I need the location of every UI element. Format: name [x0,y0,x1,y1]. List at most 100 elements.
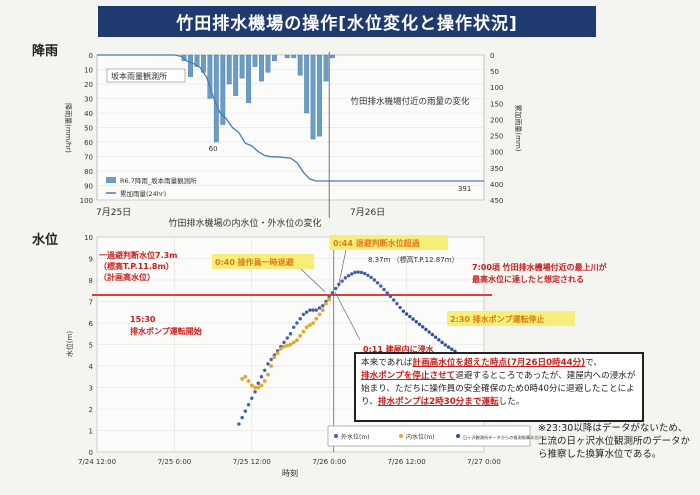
series-1-point-12 [278,346,283,351]
series-0-point-45 [382,287,386,292]
legend-swatch-0 [334,434,338,438]
rain-tick-right-7: 350 [490,165,503,173]
series-1-point-27 [327,297,332,302]
rain-tick-left-6: 60 [84,139,93,147]
series-2-point-8 [427,330,431,334]
series-1-point-22 [311,321,315,325]
level-ytick-9: 9 [89,256,93,264]
series-2-point-10 [433,335,438,339]
series-2-point-12 [440,340,444,345]
series-1-point-10 [272,355,277,360]
rain-bar-11 [252,54,258,67]
level-chart-title: 竹田排水機場の内水位・外水位の変化 [168,217,321,229]
series-1-point-15 [288,342,293,347]
legend-swatch-2 [456,434,460,438]
series-2-point-6 [421,325,425,329]
max-upstream-label-line-1: 最高水位に達したと想定される [472,274,584,284]
rain-bar-13 [265,54,271,73]
series-2-point-9 [430,332,435,337]
series-1-point-6 [259,383,264,388]
series-2-point-1 [404,312,409,316]
series-0-point-17 [292,325,296,329]
rain-tick-right-3: 150 [490,100,503,108]
series-0-point-15 [285,336,289,340]
series-1-point-21 [307,323,312,328]
series-0-point-0 [237,422,241,426]
pointer-retreat [299,267,326,293]
highlight-pump-stop [447,311,575,326]
max-upstream-label-line-0: 7:00頃 竹田排水機場付近の最上川が [472,262,608,272]
level-ytick-1: 1 [89,428,93,436]
series-1-point-25 [320,308,325,312]
series-0-point-23 [311,308,315,312]
rain-tick-right-5: 250 [490,133,503,141]
level-xtick-0: 7/24 12:00 [78,458,116,466]
page-title: 竹田排水機場の操作[水位変化と操作状況] [98,6,596,37]
rain-tick-right-9: 450 [490,197,503,205]
series-1-point-26 [324,301,328,306]
legend-label-0: 外水位(m) [341,433,370,441]
legend-label-2: 日ヶ沢観測所データからの推測換算水位(m) [463,434,546,441]
series-1-point-8 [266,372,270,377]
series-1-point-13 [282,344,286,349]
series-1-point-1 [243,374,248,379]
pump-start-label-line-1: 排水ポンプ運転開始 [130,326,202,336]
rain-tick-left-9: 90 [84,183,93,191]
rain-tick-left-1: 10 [84,67,93,75]
series-1-point-5 [256,385,261,390]
series-0-point-6 [256,381,260,385]
series-2-point-13 [443,343,447,347]
highlight-evac [330,235,448,250]
expl-p2: 計画高水位を超えた時点(7月26日0時44分) [412,358,586,368]
level-legend-box [327,425,531,447]
legend-label-1: 内水位(m) [406,433,435,441]
series-0-point-38 [359,270,364,275]
peak-label: 8.37m （標高T.P.12.87m） [368,255,459,264]
rain-bar-10 [246,54,252,104]
plan-level-label-line-1: （標高T.P.11.8m） [99,261,174,271]
series-0-point-16 [288,332,293,336]
series-0-point-35 [350,272,354,276]
rain-bar-22 [323,54,329,82]
rain-data-label-1: 391 [458,185,471,193]
series-0-point-18 [295,321,299,325]
rain-bar-8 [233,54,239,96]
evac-exceed-label: 0:44 退避判断水位超過 [333,238,421,248]
rain-bar-16 [284,54,290,59]
pump-stop-label: 2:30 排水ポンプ運転停止 [450,314,544,324]
series-1-point-3 [249,383,254,388]
rain-data-label-0: 60 [209,145,218,153]
series-0-point-14 [282,340,286,345]
series-1-point-23 [314,316,319,321]
rain-ylabel: 降雨量(mm/hr) [64,103,73,153]
level-ytick-7: 7 [89,299,93,307]
series-0-point-33 [343,276,348,280]
series-1-point-2 [246,379,251,383]
rain-bar-6 [220,54,226,125]
series-0-point-41 [369,275,373,280]
expl-p1: 本来であれば [361,358,413,368]
expl-p5: 退避するところであったが、建屋内への浸水が始まり、ただちに操作員の安全確保のため… [361,371,636,407]
expl-p3: で、 [585,358,602,368]
level-ytick-4: 4 [89,363,94,371]
series-0-point-22 [308,308,312,312]
series-0-point-50 [398,305,402,310]
series-0-point-44 [379,284,383,288]
series-0-point-48 [392,298,396,302]
series-0-point-34 [346,274,351,278]
pointer-evac [337,249,347,289]
level-ytick-3: 3 [89,385,93,393]
rain-legend-line: 累加雨量(24hr) [120,189,166,198]
rain-tick-left-8: 80 [84,168,93,176]
series-0-point-24 [314,308,318,312]
rain-bar-20 [310,54,316,140]
water-section-label: 水位 [32,233,59,248]
level-ytick-2: 2 [89,406,93,414]
rain-bar-18 [297,54,303,76]
series-1-point-14 [285,343,290,348]
series-0-point-46 [385,291,389,295]
level-xtick-1: 7/25 0:00 [158,458,192,466]
level-xtick-5: 7/27 0:00 [467,458,501,466]
series-0-point-36 [353,270,357,275]
rain-tick-right-1: 50 [490,68,499,76]
